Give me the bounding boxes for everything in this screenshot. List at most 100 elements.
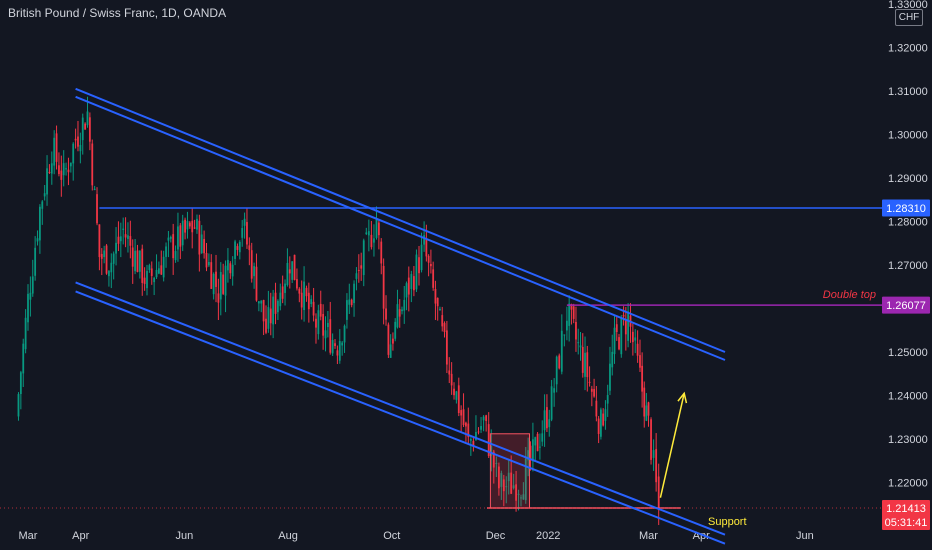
candle	[517, 489, 520, 511]
price-tag-resistance: 1.28310	[882, 199, 930, 217]
price-tag-double-top-bg	[882, 296, 930, 314]
candle	[469, 437, 472, 456]
candle	[88, 112, 91, 151]
candle	[91, 139, 94, 191]
candle	[281, 275, 284, 304]
candle	[380, 238, 383, 275]
candle	[326, 310, 329, 338]
candle-body	[205, 252, 208, 268]
candle	[229, 261, 232, 279]
candle	[43, 184, 46, 201]
candle-body	[539, 446, 541, 448]
candle-body	[188, 222, 191, 227]
candle-body	[566, 320, 568, 331]
candle	[472, 437, 475, 452]
candle	[600, 407, 602, 440]
candle-body	[88, 117, 91, 142]
candle	[227, 248, 229, 283]
y-tick-label: 1.25000	[888, 347, 928, 359]
candle	[436, 297, 439, 321]
candle	[293, 254, 296, 281]
candle	[217, 278, 220, 320]
candle	[248, 237, 251, 266]
candle	[105, 244, 108, 275]
candle-body	[279, 292, 282, 307]
candle	[555, 355, 558, 393]
candle	[510, 455, 513, 495]
candle	[172, 223, 175, 275]
candle-body	[74, 138, 77, 141]
candle	[58, 152, 60, 177]
candle-body	[217, 293, 220, 303]
candle	[62, 150, 65, 187]
double-top-label: Double top	[823, 289, 876, 301]
channel-upper-line	[75, 87, 726, 353]
candle	[319, 290, 322, 321]
candle	[346, 293, 348, 329]
candle-body	[498, 466, 500, 489]
candle-body	[558, 355, 561, 369]
x-tick-label: Aug	[278, 530, 298, 542]
candle-body	[657, 476, 660, 509]
candle-body	[341, 342, 344, 346]
candle-body	[432, 269, 435, 288]
candle-body	[93, 188, 96, 191]
candle-body	[360, 265, 363, 269]
candle	[624, 307, 627, 351]
candle	[31, 259, 34, 297]
candle-body	[131, 247, 134, 267]
candle-body	[389, 344, 392, 358]
y-tick-label: 1.33000	[888, 0, 928, 11]
candle-body	[453, 388, 455, 396]
candle	[310, 295, 313, 308]
candle	[377, 220, 380, 250]
candle-body	[430, 263, 432, 267]
candle	[165, 242, 167, 268]
candle-body	[490, 445, 493, 457]
candle	[477, 427, 480, 435]
candle-body	[343, 325, 346, 343]
candle-body	[115, 242, 117, 254]
candle-body	[119, 236, 122, 242]
candle-body	[457, 385, 460, 414]
candle-body	[310, 299, 313, 305]
candle-body	[407, 277, 410, 295]
candle-body	[441, 315, 444, 327]
candle-body	[584, 352, 586, 377]
candle-body	[222, 274, 225, 294]
candle-body	[298, 288, 301, 294]
candle	[84, 122, 87, 130]
candle	[103, 245, 106, 264]
x-tick-label: Apr	[72, 530, 89, 542]
candle	[108, 270, 110, 287]
candle-body	[174, 251, 177, 261]
candle	[241, 220, 244, 247]
candle	[615, 315, 618, 341]
candle-body	[647, 402, 650, 416]
candle	[570, 303, 573, 325]
candle-body	[338, 341, 341, 361]
candle-body	[413, 276, 415, 291]
candle	[512, 473, 515, 490]
candle	[394, 318, 397, 342]
candle	[360, 252, 363, 281]
candle-body	[527, 450, 530, 461]
candle	[122, 217, 125, 245]
candle	[322, 304, 325, 350]
candle-body	[439, 308, 441, 311]
currency-badge[interactable]: CHF	[895, 9, 923, 26]
candle-body	[250, 250, 253, 279]
candle-body	[317, 310, 320, 335]
candle	[191, 207, 194, 249]
candle	[439, 306, 441, 311]
candle	[487, 412, 490, 458]
candle	[243, 212, 246, 239]
candle-body	[141, 248, 144, 283]
candle-body	[572, 306, 575, 319]
candle	[597, 416, 600, 444]
candle	[502, 474, 505, 507]
candle-body	[418, 257, 420, 274]
candle-body	[98, 224, 101, 258]
candle-body	[105, 245, 108, 274]
